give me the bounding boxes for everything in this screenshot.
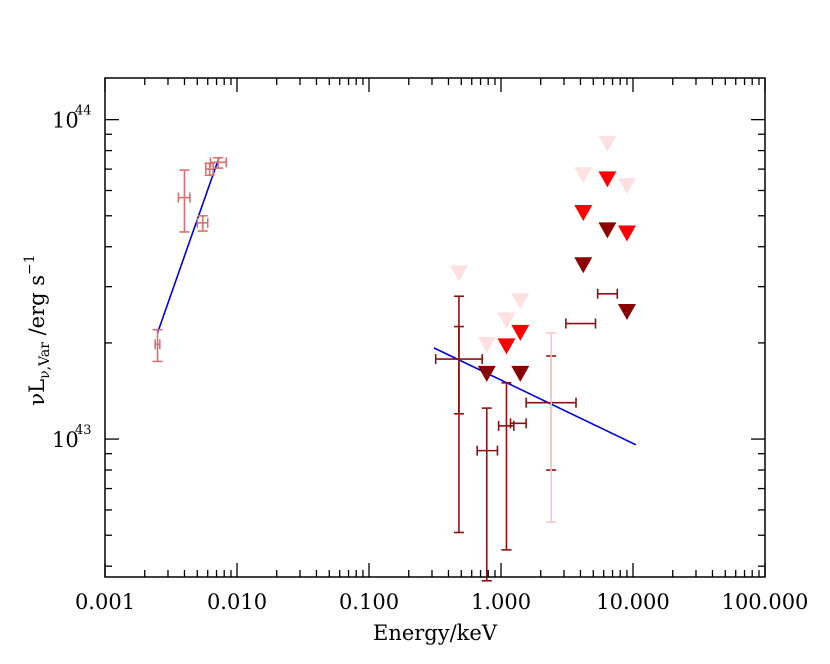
y-axis-superscript: −1 [22, 254, 38, 275]
upper-limit-triangle [511, 293, 530, 310]
y-tick-label-exponent: 43 [75, 423, 92, 438]
data-point [565, 318, 597, 329]
plot-frame [104, 77, 766, 578]
data-point [476, 407, 499, 582]
y-axis-L: L [25, 379, 49, 393]
upper-limit-triangle [511, 365, 530, 382]
fit-line [156, 157, 220, 334]
data-point [196, 214, 209, 232]
x-tick-labels: 0.001 0.010 0.100 1.000 10.000 100.000 [75, 590, 808, 614]
x-tick-label: 0.010 [207, 590, 267, 614]
x-tick-label: 0.001 [75, 590, 135, 614]
upper-limit-triangle [497, 312, 516, 329]
upper-limit-triangle [617, 303, 636, 320]
data-point [497, 382, 515, 551]
x-tick-label: 100.000 [722, 590, 809, 614]
upper-limit-triangle [617, 177, 636, 194]
upper-limit-triangle [511, 324, 530, 341]
data-point [204, 162, 215, 176]
data-point [152, 328, 163, 363]
x-axis-title: Energy/keV [373, 621, 498, 645]
upper-limit-triangle [574, 167, 593, 184]
fit-lines [156, 157, 637, 446]
x-tick-label: 0.100 [339, 590, 399, 614]
upper-limit-triangle [477, 365, 496, 382]
y-tick-label-base: 10 [52, 428, 79, 452]
upper-limit-triangle [574, 257, 593, 274]
upper-limit-markers [449, 135, 636, 382]
data-point [453, 295, 464, 534]
data-point [596, 288, 619, 299]
y-tick-label-base: 10 [52, 109, 79, 133]
x-tick-label: 10.000 [596, 590, 669, 614]
y-axis-title: νLν,Var /erg s−1 [22, 254, 53, 405]
upper-limit-triangle [598, 171, 617, 188]
upper-limit-triangle [477, 337, 496, 354]
y-axis-nu: ν [25, 393, 49, 406]
y-tick-label-exponent: 44 [75, 104, 92, 119]
y-axis-unit: /erg s [25, 275, 49, 342]
upper-limit-triangle [617, 225, 636, 242]
axis-ticks [104, 78, 766, 577]
upper-limit-triangle [497, 338, 516, 355]
upper-limit-triangle [574, 205, 593, 222]
data-point [177, 169, 191, 233]
x-tick-label: 1.000 [471, 590, 531, 614]
y-axis-subscript: ν,Var [37, 342, 53, 379]
data-point [509, 418, 527, 429]
upper-limit-triangle [449, 265, 468, 282]
data-point [546, 332, 557, 523]
upper-limit-triangle [598, 222, 617, 239]
error-bar-points [152, 156, 619, 582]
fit-line [433, 347, 637, 446]
data-point [209, 156, 228, 169]
upper-limit-triangle [598, 135, 617, 152]
